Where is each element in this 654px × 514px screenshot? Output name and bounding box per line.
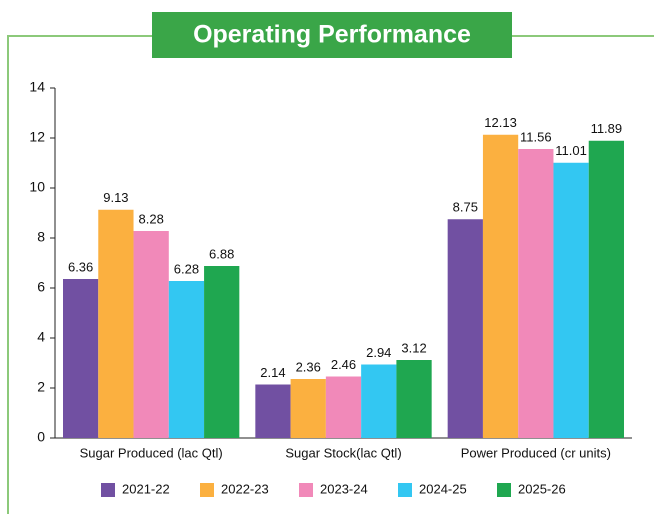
legend-swatch [497,483,511,497]
x-tick-label: Power Produced (cr units) [461,445,611,460]
legend-swatch [299,483,313,497]
legend-swatch [101,483,115,497]
data-label: 2.14 [260,365,285,380]
legend-label: 2025-26 [518,481,566,496]
x-tick-label: Sugar Produced (lac Qtl) [80,445,223,460]
title-banner [152,12,512,58]
bar [518,149,554,438]
chart-title: Operating Performance [193,21,471,49]
legend-label: 2024-25 [419,481,467,496]
bar [204,266,240,438]
data-label: 12.13 [484,115,517,130]
data-label: 9.13 [103,190,128,205]
data-label: 3.12 [401,340,426,355]
frame [7,35,152,514]
bar [396,360,432,438]
data-label: 2.94 [366,345,391,360]
y-tick-label: 14 [29,79,45,95]
data-label: 11.89 [591,121,623,136]
bar [255,384,291,438]
y-tick-label: 8 [37,229,45,245]
bar [361,364,397,438]
bar [447,219,483,438]
data-label: 8.75 [453,200,478,215]
data-label: 6.28 [174,261,199,276]
data-label: 2.46 [331,357,356,372]
bar [482,134,519,438]
y-tick-label: 4 [37,329,45,345]
data-label: 6.36 [68,259,93,274]
y-tick-label: 0 [37,429,45,445]
data-label: 8.28 [139,211,164,226]
y-tick-label: 6 [37,279,45,295]
bar [98,209,134,438]
data-label: 11.01 [555,143,587,158]
legend-swatch [200,483,214,497]
data-label: 2.36 [296,359,321,374]
bar [588,140,624,438]
bar [553,162,589,438]
bar [63,279,99,438]
x-tick-label: Sugar Stock(lac Qtl) [285,445,401,460]
data-label: 6.88 [209,246,234,261]
y-tick-label: 10 [29,179,45,195]
legend-label: 2023-24 [320,481,368,496]
bar [133,231,169,438]
bar [168,281,205,438]
y-tick-label: 2 [37,379,45,395]
legend-label: 2022-23 [221,481,269,496]
legend-swatch [398,483,412,497]
legend-label: 2021-22 [122,481,170,496]
y-tick-label: 12 [29,129,45,145]
bar [325,376,362,438]
bar [290,379,326,438]
data-label: 11.56 [520,129,552,144]
